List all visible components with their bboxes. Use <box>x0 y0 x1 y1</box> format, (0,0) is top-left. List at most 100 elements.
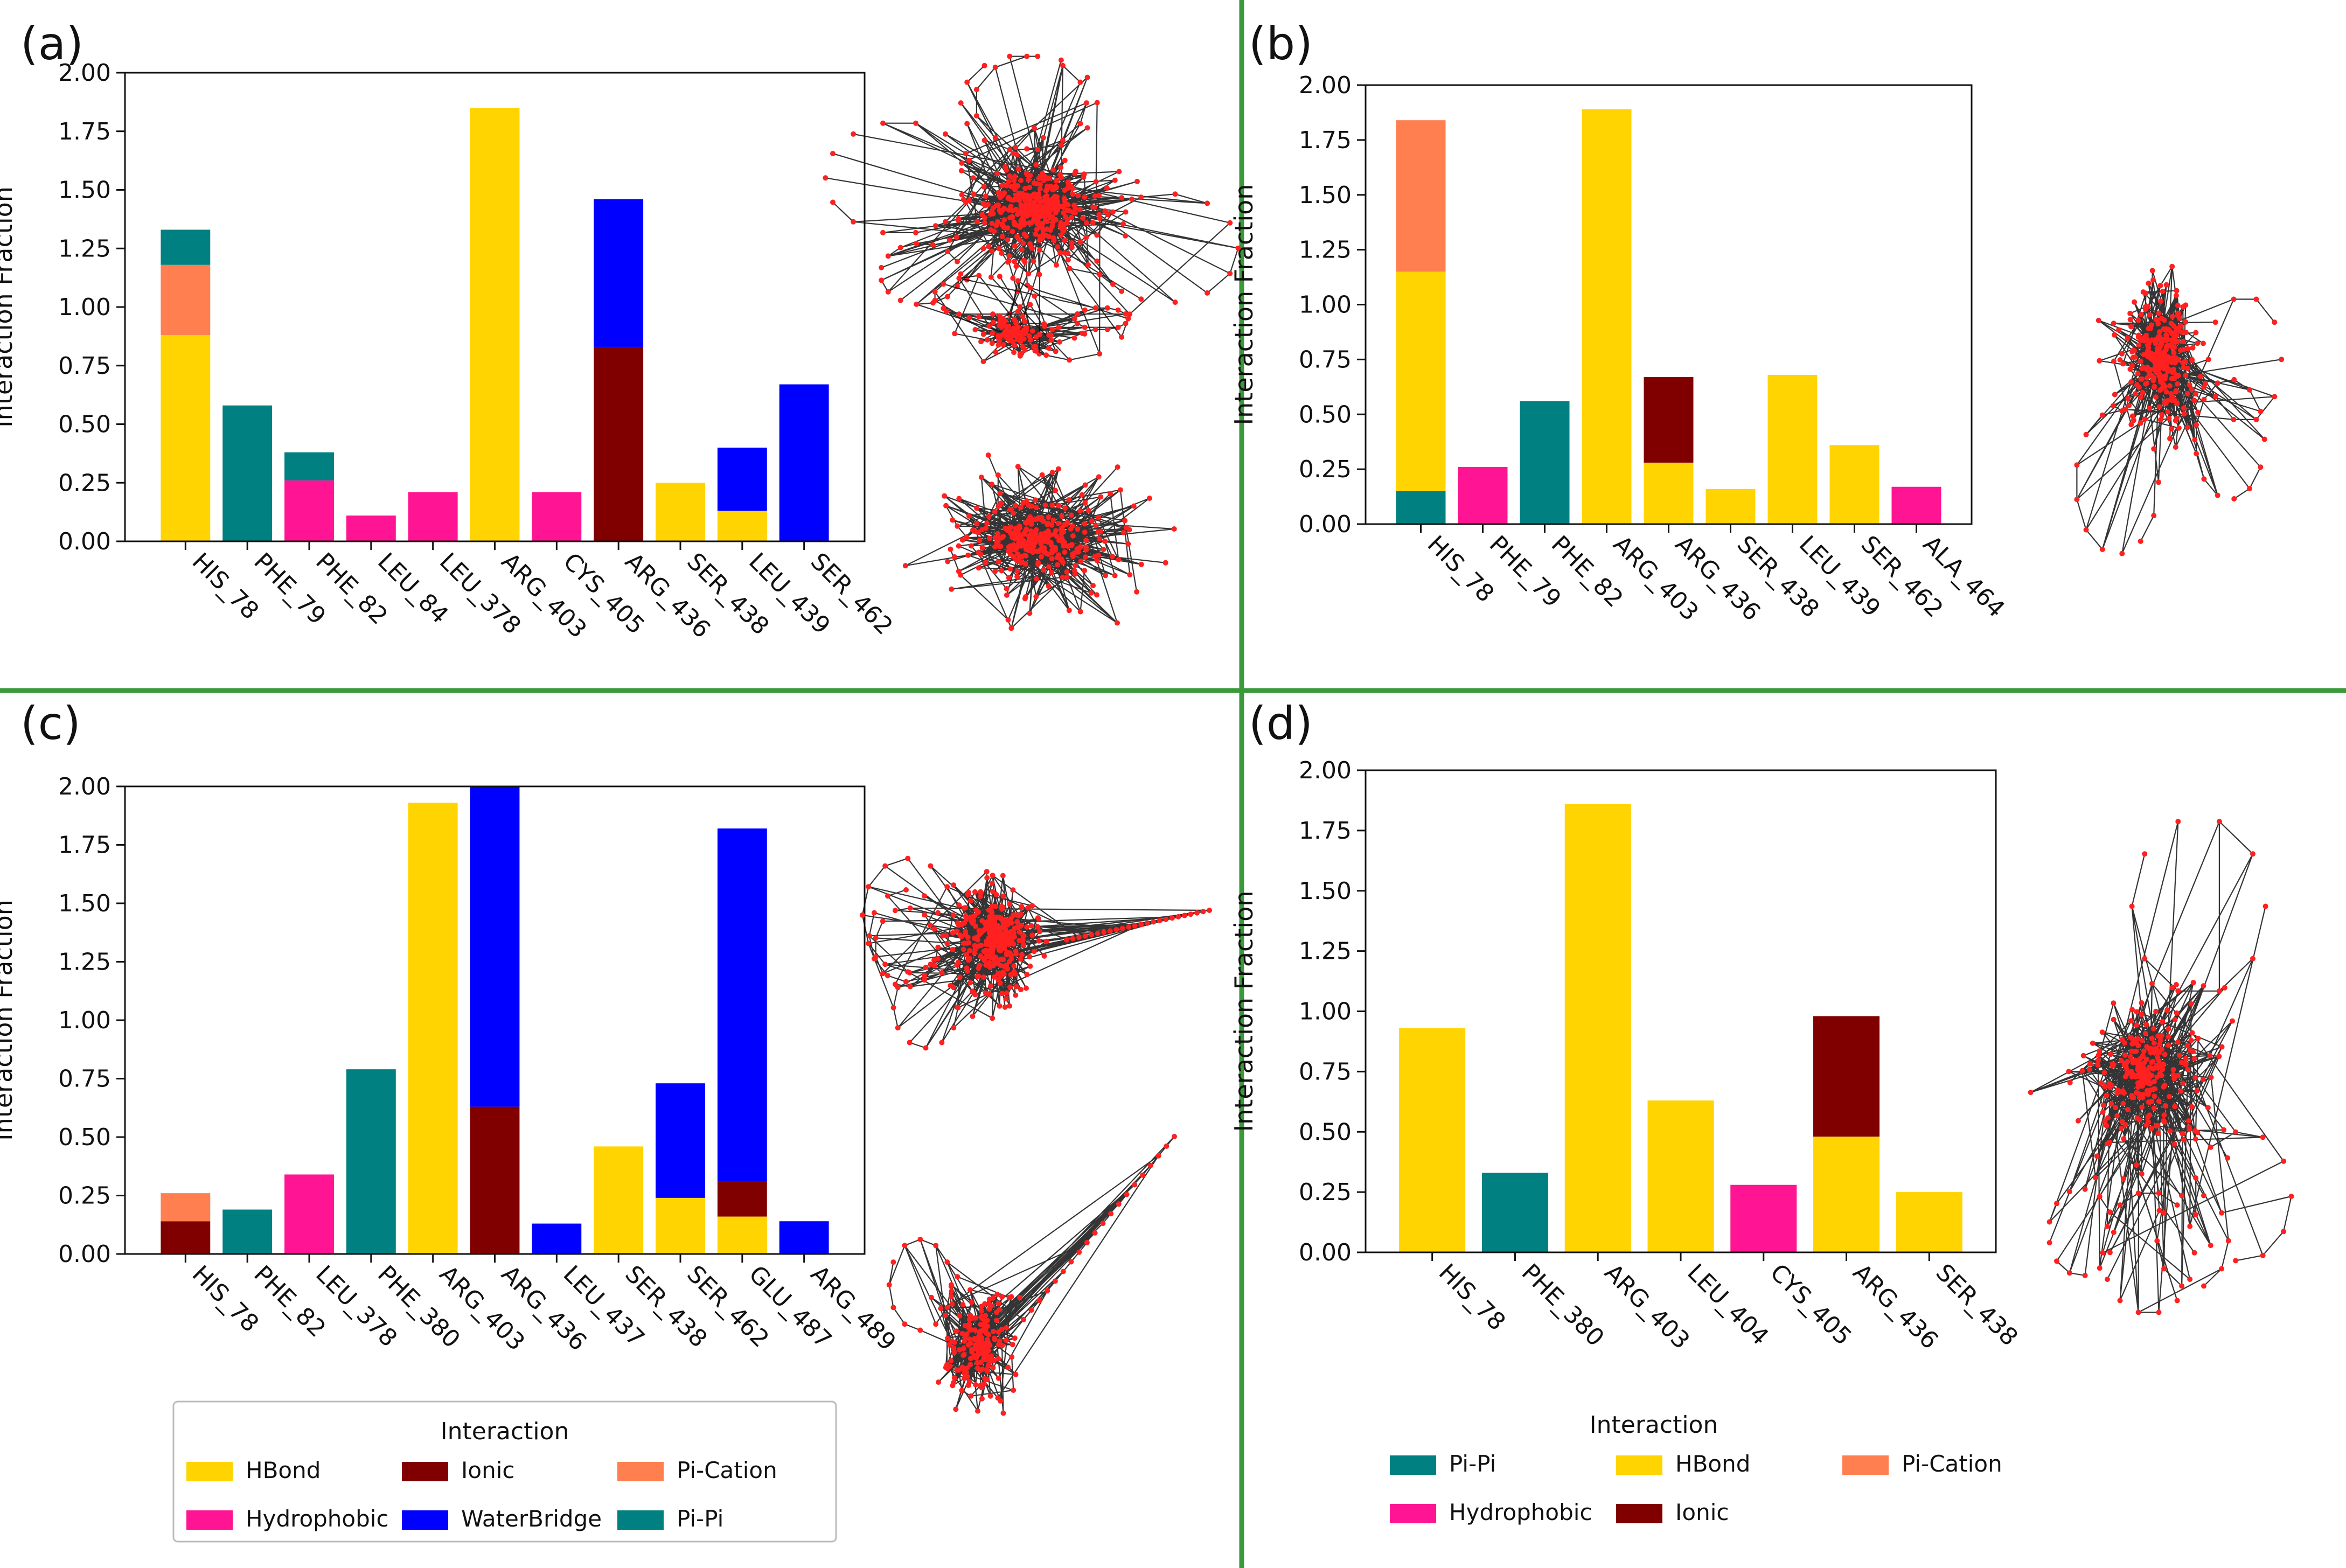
x-tick-label: SER_438 <box>1931 1259 2023 1351</box>
network-node <box>2181 405 2187 411</box>
network-node <box>2139 1000 2145 1006</box>
network-node <box>2205 1105 2211 1111</box>
network-node <box>1116 557 1122 562</box>
network-node <box>2153 317 2159 322</box>
network-node <box>966 315 972 320</box>
network-node <box>2216 1054 2222 1060</box>
network-node <box>1031 210 1037 215</box>
network-node <box>1083 547 1089 553</box>
network-node <box>989 482 994 487</box>
legend-label: Pi-Pi <box>1449 1451 1496 1477</box>
network-node <box>2148 322 2154 328</box>
network-node <box>985 919 990 925</box>
network-node <box>951 985 957 991</box>
network-node <box>1054 178 1060 184</box>
network-node <box>1011 350 1017 356</box>
network-node <box>2105 1115 2111 1121</box>
network-node <box>2142 306 2148 312</box>
network-node <box>978 1360 984 1365</box>
network-node <box>981 956 987 961</box>
network-node <box>976 565 981 571</box>
network-node <box>1015 324 1021 330</box>
network-node <box>2250 956 2255 961</box>
network-node <box>944 248 950 254</box>
network-node <box>897 297 903 303</box>
network-node <box>1024 985 1029 991</box>
network-node <box>995 971 1001 977</box>
bar-hydrophobic-leu_378 <box>408 492 458 541</box>
network-node <box>1046 332 1052 338</box>
network-node <box>1009 1354 1015 1360</box>
network-node <box>2166 1034 2171 1040</box>
network-node <box>2142 956 2148 961</box>
network-node <box>2067 1079 2073 1085</box>
network-node <box>1011 542 1017 548</box>
network-node <box>1018 178 1024 184</box>
network-node <box>1082 933 1088 939</box>
network-node <box>951 1349 957 1355</box>
network-node <box>2155 1055 2160 1061</box>
network-node <box>994 170 1000 176</box>
network-node <box>1090 204 1096 210</box>
network-node <box>953 1328 959 1334</box>
network-node <box>1119 288 1125 294</box>
network-node <box>956 902 962 908</box>
network-node <box>1013 144 1019 150</box>
network-node <box>2160 1061 2166 1067</box>
network-node <box>1010 887 1016 893</box>
network-node <box>1037 199 1043 205</box>
network-node <box>1032 125 1037 131</box>
network-node <box>2208 1144 2213 1150</box>
network-node <box>987 940 993 946</box>
network-node <box>1093 522 1099 528</box>
network-node <box>1085 507 1091 513</box>
network-node <box>1108 1211 1114 1217</box>
network-node <box>951 1375 957 1381</box>
network-node <box>1122 518 1128 524</box>
network-node <box>2046 1240 2052 1246</box>
network-node <box>928 863 934 869</box>
network-node <box>2179 1193 2185 1198</box>
network-node <box>973 1382 979 1388</box>
y-tick-label: 1.25 <box>58 235 111 262</box>
network-node <box>2149 1035 2155 1041</box>
network-node <box>2183 1056 2189 1062</box>
network-node <box>1017 1295 1023 1300</box>
network-node <box>1083 537 1089 543</box>
network-node <box>2181 411 2187 417</box>
network-node <box>981 184 987 190</box>
network-node <box>964 968 970 974</box>
network-node <box>949 1293 954 1299</box>
network-node <box>965 935 971 940</box>
network-node <box>1069 240 1075 246</box>
network-node <box>989 340 995 346</box>
network-node <box>993 954 999 960</box>
network-node <box>1058 164 1064 170</box>
network-node <box>1123 320 1129 326</box>
network-node <box>2129 413 2135 419</box>
network-node <box>1018 956 1024 962</box>
network-node <box>1015 464 1021 470</box>
network-node <box>2258 408 2264 414</box>
network-node <box>931 926 937 932</box>
network-node <box>2152 1086 2158 1092</box>
network-node <box>995 539 1001 545</box>
network-node <box>1012 243 1018 249</box>
network-node <box>2144 380 2149 386</box>
network-node <box>1004 526 1010 532</box>
bar-pi-cation-his_78 <box>161 1193 211 1222</box>
network-node <box>2162 373 2168 379</box>
network-node <box>1014 574 1020 580</box>
network-node <box>2111 403 2116 409</box>
y-tick-label: 0.00 <box>58 1241 111 1268</box>
network-node <box>1082 331 1088 337</box>
network-node <box>1055 244 1061 250</box>
network-node <box>892 908 898 914</box>
network-node <box>1073 210 1078 215</box>
network-node <box>2170 366 2176 372</box>
network-node <box>2154 1074 2160 1080</box>
network-node <box>1017 353 1023 359</box>
network-node <box>1138 194 1144 200</box>
network-node <box>2113 1105 2119 1111</box>
network-node <box>1075 526 1081 532</box>
